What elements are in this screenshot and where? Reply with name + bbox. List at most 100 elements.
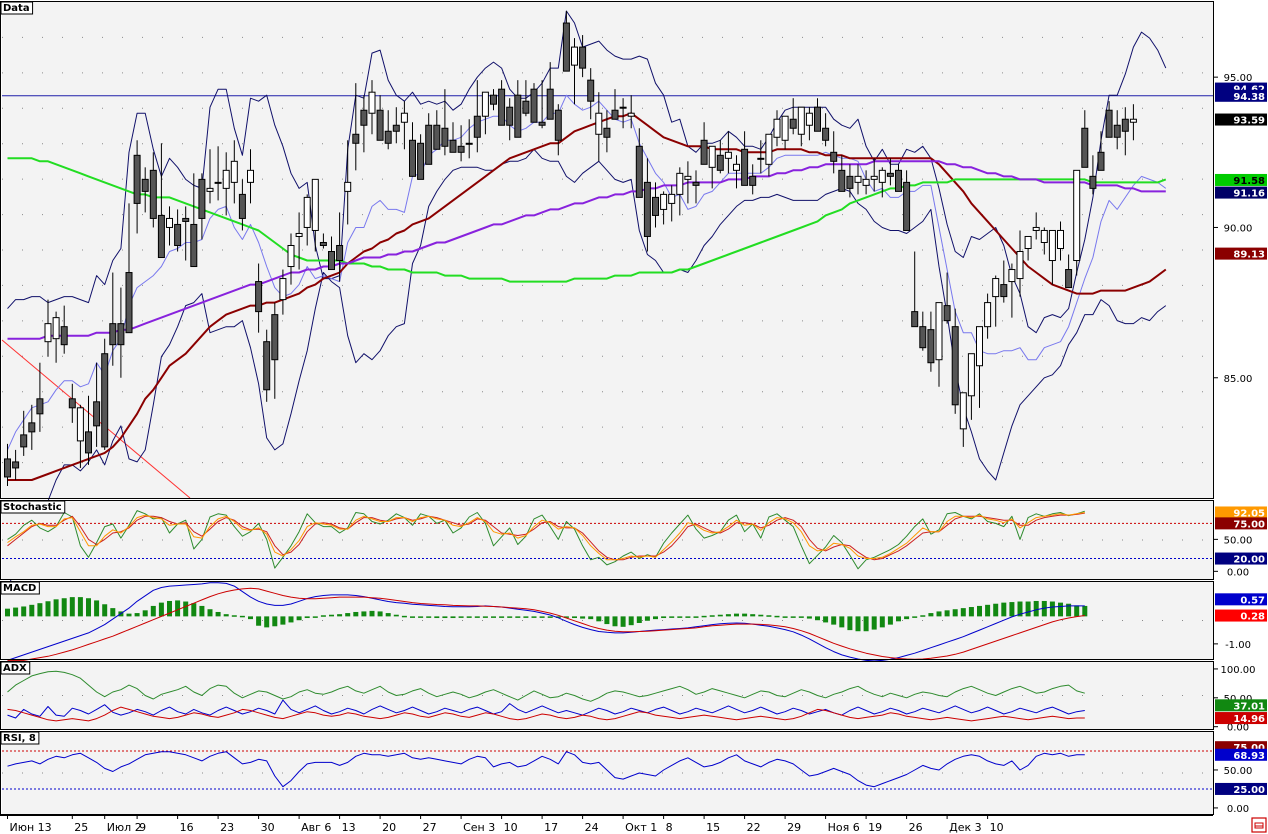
candle-body[interactable] [554,109,562,141]
candle-body[interactable] [360,109,368,126]
candle-body[interactable] [473,115,481,138]
candle-body[interactable] [700,139,708,165]
candle-body[interactable] [263,341,271,391]
candle-body[interactable] [1105,109,1113,138]
candle-body[interactable] [109,323,117,346]
candle-body[interactable] [805,112,813,126]
candle-body[interactable] [182,217,190,222]
candle-body[interactable] [457,145,465,153]
candle-body[interactable] [238,193,246,219]
panel-title[interactable]: Stochastic [0,500,66,514]
candle-body[interactable] [141,178,149,192]
panel-title[interactable]: MACD [0,581,40,595]
candle-body[interactable] [635,145,643,198]
candle-body[interactable] [676,172,684,195]
candle-body[interactable] [789,118,797,129]
candle-body[interactable] [295,232,303,237]
candle-body[interactable] [619,106,627,109]
candle-body[interactable] [149,169,157,219]
panel-title[interactable]: ADX [0,661,31,675]
window-menu-icon[interactable] [1251,817,1267,833]
candle-body[interactable] [376,109,384,141]
panel-title[interactable]: Data [0,1,34,15]
candle-body[interactable] [951,326,959,406]
candle-body[interactable] [587,79,595,102]
candle-body[interactable] [870,175,878,180]
candle-body[interactable] [68,398,76,409]
candle-body[interactable] [562,22,570,72]
candle-body[interactable] [1057,229,1064,249]
candle-body[interactable] [919,326,927,349]
candle-body[interactable] [60,326,68,346]
candle-body[interactable] [1024,235,1032,249]
candle-body[interactable] [311,178,319,231]
candle-body[interactable] [660,193,668,210]
candle-body[interactable] [1032,226,1040,231]
candle-body[interactable] [627,112,635,117]
candle-body[interactable] [595,112,603,135]
panel-title[interactable]: RSI, 8 [0,731,40,745]
candle-body[interactable] [838,169,846,192]
candle-body[interactable] [247,169,254,183]
candle-body[interactable] [757,157,765,160]
candle-body[interactable] [1008,269,1016,283]
candle-body[interactable] [117,323,125,346]
candle-body[interactable] [668,193,676,204]
candle-body[interactable] [352,133,360,144]
candle-body[interactable] [498,88,506,126]
candle-body[interactable] [862,178,870,186]
candle-body[interactable] [166,217,173,228]
candle-body[interactable] [571,46,578,66]
candle-body[interactable] [959,392,967,430]
candle-body[interactable] [85,431,92,454]
candle-body[interactable] [1065,269,1073,289]
candle-body[interactable] [400,112,408,123]
candle-body[interactable] [822,127,830,141]
candle-body[interactable] [20,434,28,448]
candle-body[interactable] [417,142,425,180]
candle-body[interactable] [230,160,238,183]
candle-body[interactable] [878,169,886,183]
candle-body[interactable] [44,323,52,343]
candle-body[interactable] [157,214,165,259]
candle-body[interactable] [781,115,789,141]
candle-body[interactable] [1000,284,1008,298]
candle-body[interactable] [433,124,441,150]
candle-body[interactable] [1113,124,1121,138]
candle-body[interactable] [854,175,862,183]
candle-body[interactable] [344,181,352,192]
candle-body[interactable] [692,181,700,186]
candle-body[interactable] [733,163,740,171]
candle-body[interactable] [52,317,60,340]
candle-body[interactable] [684,175,692,180]
candle-body[interactable] [384,130,392,144]
candle-body[interactable] [271,314,279,361]
candle-body[interactable] [490,94,497,105]
candle-body[interactable] [506,106,514,126]
candle-body[interactable] [976,326,983,367]
candle-body[interactable] [716,154,724,171]
candle-body[interactable] [514,94,522,138]
candle-body[interactable] [530,88,538,123]
candle-body[interactable] [133,154,141,204]
candle-body[interactable] [797,106,805,135]
candle-body[interactable] [643,181,651,237]
candle-body[interactable] [579,46,587,69]
candle-body[interactable] [927,329,935,364]
candle-body[interactable] [765,133,773,165]
candle-body[interactable] [279,278,287,301]
candle-body[interactable] [76,407,84,442]
candle-body[interactable] [1121,118,1129,132]
candle-body[interactable] [1073,169,1081,262]
candle-body[interactable] [967,353,975,397]
candle-body[interactable] [214,181,222,184]
candle-body[interactable] [1081,127,1089,168]
candle-body[interactable] [911,311,919,328]
candle-body[interactable] [28,422,36,433]
candle-body[interactable] [441,127,449,147]
candle-body[interactable] [222,169,230,189]
candle-body[interactable] [1129,118,1137,123]
candle-body[interactable] [12,461,20,469]
candle-body[interactable] [198,178,206,219]
candle-body[interactable] [546,88,554,120]
